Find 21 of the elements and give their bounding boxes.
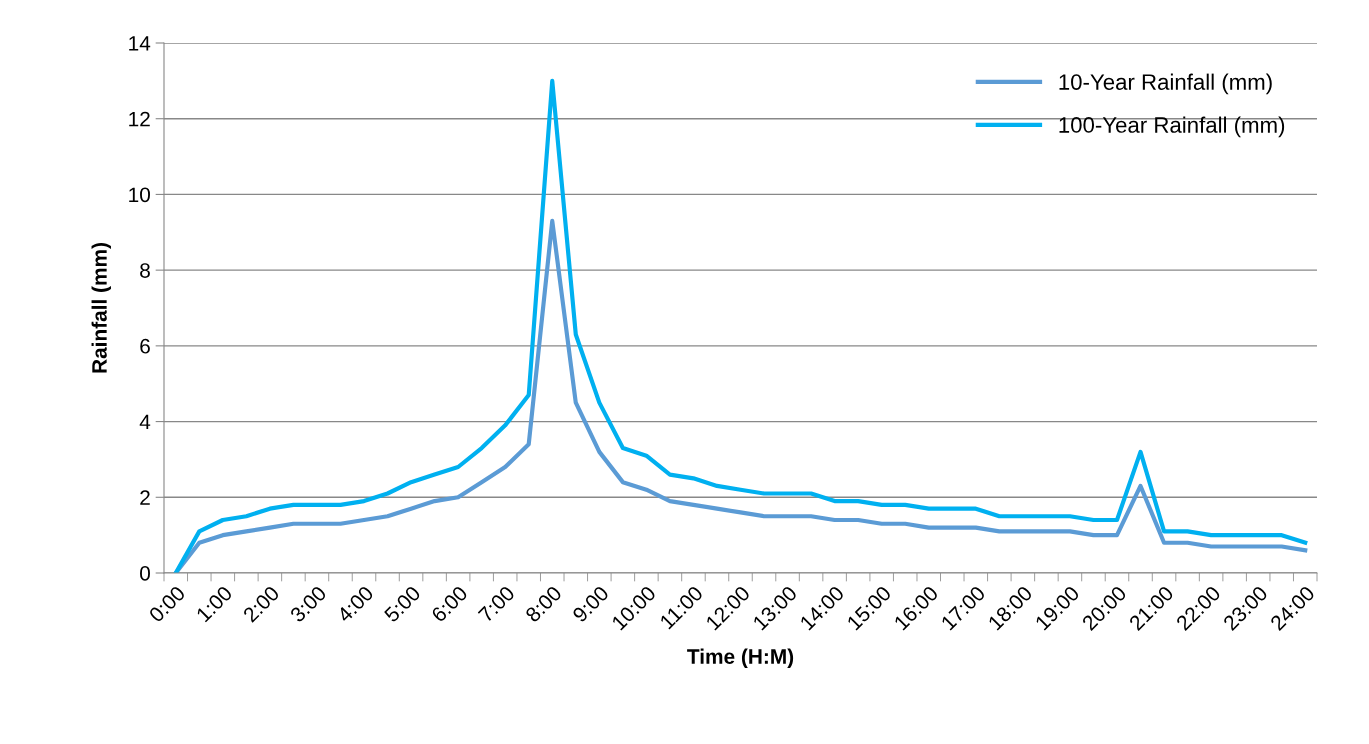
y-tick-label: 10 (129, 187, 150, 203)
x-tick-label: 9:00 (571, 585, 610, 623)
x-tick-label: 3:00 (289, 585, 328, 624)
y-tick-label: 6 (140, 338, 150, 354)
y-tick-label: 4 (139, 414, 151, 430)
y-axis-title: Rainfall (mm) (91, 243, 111, 373)
x-tick-label: 4:00 (336, 585, 375, 624)
x-tick-label: 8:00 (524, 585, 563, 623)
x-axis-title: Time (H:M) (687, 648, 794, 669)
y-tick-label: 14 (129, 36, 151, 51)
y-tick-label: 12 (129, 111, 150, 127)
x-tick-label: 5:00 (383, 585, 422, 624)
legend-label: 100-Year Rainfall (mm) (1059, 116, 1285, 138)
y-tick-label: 8 (140, 263, 150, 278)
x-tick-label: 7:00 (477, 585, 516, 623)
x-tick-label: 0:00 (148, 585, 187, 624)
legend-label: 10-Year Rainfall (mm) (1059, 73, 1272, 95)
x-tick-label: 1:00 (195, 585, 234, 623)
y-tick-label: 0 (140, 566, 150, 581)
x-tick-label: 6:00 (430, 585, 469, 623)
y-tick-label: 2 (140, 490, 150, 505)
